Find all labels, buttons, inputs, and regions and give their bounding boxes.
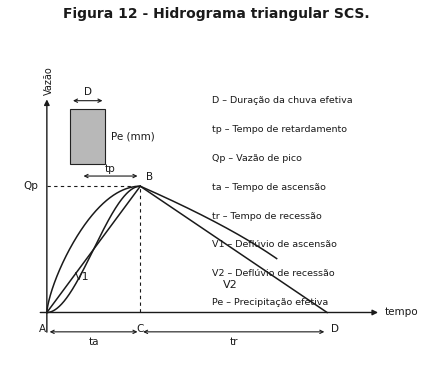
- Text: Vazão: Vazão: [44, 66, 54, 94]
- Text: A: A: [39, 324, 46, 334]
- Text: V2: V2: [223, 280, 237, 290]
- Text: D: D: [331, 324, 339, 334]
- Text: Qp: Qp: [24, 181, 39, 191]
- Text: B: B: [146, 172, 153, 182]
- Bar: [70, 109, 105, 164]
- Text: V1: V1: [75, 272, 90, 282]
- Text: tp – Tempo de retardamento: tp – Tempo de retardamento: [212, 125, 347, 134]
- Text: Figura 12 - Hidrograma triangular SCS.: Figura 12 - Hidrograma triangular SCS.: [63, 7, 370, 21]
- Text: V1 – Deflúvio de ascensão: V1 – Deflúvio de ascensão: [212, 240, 337, 249]
- Text: tempo: tempo: [385, 307, 418, 317]
- Text: Pe – Precipitação efetiva: Pe – Precipitação efetiva: [212, 298, 328, 307]
- Text: tr – Tempo de recessão: tr – Tempo de recessão: [212, 211, 322, 221]
- Text: Pe (mm): Pe (mm): [111, 131, 155, 141]
- Text: Qp – Vazão de pico: Qp – Vazão de pico: [212, 154, 302, 163]
- Text: D – Duração da chuva efetiva: D – Duração da chuva efetiva: [212, 96, 353, 105]
- Text: tp: tp: [105, 164, 116, 174]
- Text: D: D: [84, 87, 92, 97]
- Text: C: C: [136, 324, 144, 334]
- Text: ta – Tempo de ascensão: ta – Tempo de ascensão: [212, 183, 326, 192]
- Text: tr: tr: [229, 337, 238, 347]
- Text: V2 – Deflúvio de recessão: V2 – Deflúvio de recessão: [212, 269, 335, 278]
- Text: ta: ta: [88, 337, 99, 347]
